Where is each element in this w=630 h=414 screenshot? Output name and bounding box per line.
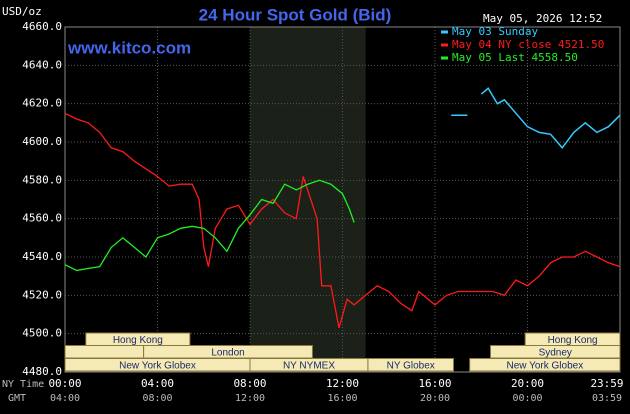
session-box bbox=[367, 358, 454, 372]
session-box bbox=[64, 345, 145, 359]
y-tick-label: 4540.0 bbox=[22, 250, 62, 263]
y-tick-label: 4480.0 bbox=[22, 365, 62, 378]
y-axis-label: USD/oz bbox=[2, 5, 42, 18]
legend-label: May 04 NY close 4521.50 bbox=[452, 38, 604, 51]
x-tick-label: 20:00 bbox=[511, 377, 544, 390]
y-tick-label: 4560.0 bbox=[22, 212, 62, 225]
x-tick-label: 00:00 bbox=[48, 377, 81, 390]
legend-swatch bbox=[441, 43, 448, 47]
x2-tick-label: 00:00 bbox=[512, 393, 542, 404]
series-line bbox=[451, 87, 621, 149]
session-box bbox=[469, 358, 621, 372]
session-label: New York Globex bbox=[506, 360, 583, 371]
series-line bbox=[64, 112, 621, 329]
session-label: NY Globex bbox=[387, 360, 435, 371]
x-tick-label: 12:00 bbox=[326, 377, 359, 390]
x2-tick-label: 16:00 bbox=[327, 393, 357, 404]
session-label: New York Globex bbox=[119, 360, 196, 371]
y-tick-label: 4640.0 bbox=[22, 58, 62, 71]
legend-swatch bbox=[441, 56, 448, 60]
chart-title: 24 Hour Spot Gold (Bid) bbox=[199, 5, 392, 24]
plot-frame bbox=[64, 26, 621, 373]
y-tick-label: 4600.0 bbox=[22, 135, 62, 148]
session-label: Hong Kong bbox=[113, 335, 163, 346]
x-tick-label: 23:59 bbox=[590, 377, 623, 390]
y-tick-label: 4500.0 bbox=[22, 327, 62, 340]
x2-tick-label: 20:00 bbox=[420, 393, 450, 404]
x-tick-label: 04:00 bbox=[141, 377, 174, 390]
session-label: London bbox=[211, 347, 244, 358]
x2-tick-label: 08:00 bbox=[142, 393, 172, 404]
session-label: NY NYMEX bbox=[283, 360, 335, 371]
y-tick-label: 4620.0 bbox=[22, 97, 62, 110]
date: May 05, 2026 12:52 bbox=[483, 12, 602, 25]
legend-label: May 03 Sunday bbox=[452, 25, 538, 38]
session-label: Hong Kong bbox=[548, 335, 598, 346]
y-tick-label: 4660.0 bbox=[22, 20, 62, 33]
y-tick-label: 4580.0 bbox=[22, 173, 62, 186]
session-label: Sydney bbox=[539, 347, 572, 358]
site: www.kitco.com bbox=[67, 38, 191, 57]
legend-swatch bbox=[441, 30, 448, 34]
x2-axis-label: GMT bbox=[8, 393, 26, 404]
legend-label: May 05 Last 4558.50 bbox=[452, 51, 578, 64]
x2-tick-label: 03:59 bbox=[592, 393, 622, 404]
y-tick-label: 4520.0 bbox=[22, 288, 62, 301]
x-axis-label: NY Time bbox=[2, 379, 44, 390]
x-tick-label: 08:00 bbox=[233, 377, 266, 390]
x-tick-label: 16:00 bbox=[418, 377, 451, 390]
series-line bbox=[64, 179, 355, 272]
x2-tick-label: 12:00 bbox=[235, 393, 265, 404]
highlight bbox=[250, 27, 366, 372]
x2-tick-label: 04:00 bbox=[50, 393, 80, 404]
